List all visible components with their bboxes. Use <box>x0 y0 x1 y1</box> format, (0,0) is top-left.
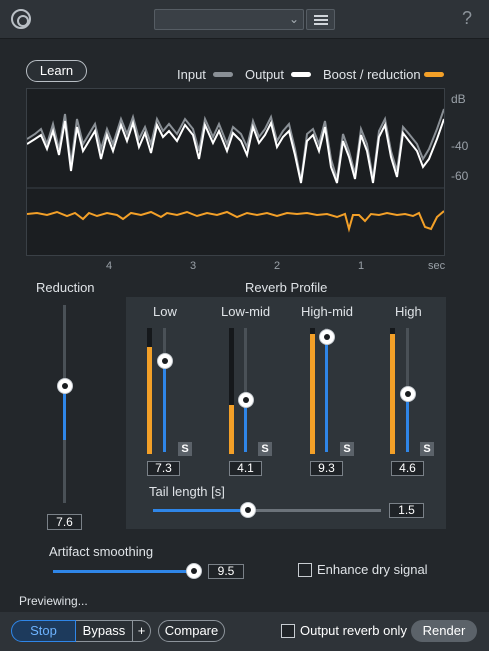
meter-low-mid-fill <box>229 405 234 454</box>
legend-boost-label: Boost / reduction <box>323 67 421 82</box>
reduction-slider-handle[interactable] <box>57 378 73 394</box>
band-slider-fill-high <box>406 394 409 452</box>
legend-output-label: Output <box>245 67 285 82</box>
tail-length-slider-fill <box>153 509 248 512</box>
render-button[interactable]: Render <box>411 620 477 642</box>
artifact-smoothing-slider-handle[interactable] <box>186 563 202 579</box>
meter-high-mid <box>310 328 315 454</box>
add-bypass-button[interactable]: + <box>133 620 151 642</box>
artifact-smoothing-label: Artifact smoothing <box>49 544 154 559</box>
tail-length-value-field[interactable]: 1.5 <box>389 503 424 518</box>
db-tick-label: -40 <box>451 139 469 153</box>
db-unit-label: dB <box>451 92 466 106</box>
output-waveform <box>26 118 445 184</box>
time-tick-label: 4 <box>106 260 113 272</box>
band-slider-track-low-mid[interactable] <box>244 328 247 452</box>
time-unit-label: sec <box>428 260 446 272</box>
band-value-low[interactable]: 7.3 <box>147 461 180 476</box>
meter-high-fill <box>390 334 395 454</box>
meter-low-mid <box>229 328 234 454</box>
learn-button[interactable]: Learn <box>26 60 87 82</box>
legend-boost-swatch <box>424 72 444 77</box>
reduction-slider-fill <box>63 385 66 440</box>
meter-low <box>147 328 152 454</box>
solo-button-low-mid[interactable]: S <box>258 442 272 456</box>
solo-button-low[interactable]: S <box>178 442 192 456</box>
band-label-high: High <box>395 304 422 319</box>
meter-high-mid-fill <box>310 334 315 454</box>
legend-input-label: Input <box>177 67 206 82</box>
boost-reduction-curve <box>26 210 445 233</box>
tail-length-slider-handle[interactable] <box>240 502 256 518</box>
hamburger-line <box>314 23 328 25</box>
reduction-value-field[interactable]: 7.6 <box>47 514 82 530</box>
time-tick-label: 2 <box>274 260 281 272</box>
time-tick-label: 1 <box>358 260 365 272</box>
meter-high <box>390 328 395 454</box>
menu-button[interactable] <box>306 9 335 30</box>
band-slider-handle-low[interactable] <box>157 353 173 369</box>
tail-length-label: Tail length [s] <box>149 484 225 499</box>
output-reverb-only-label[interactable]: Output reverb only <box>300 623 407 638</box>
artifact-smoothing-value-field[interactable]: 9.5 <box>208 564 244 579</box>
waveform-graph <box>26 108 445 233</box>
waveform-display <box>26 88 445 256</box>
artifact-smoothing-slider-track[interactable] <box>53 570 195 573</box>
solo-button-high[interactable]: S <box>420 442 434 456</box>
tail-length-slider-track[interactable] <box>153 509 381 512</box>
meter-low-fill <box>147 347 152 454</box>
preset-dropdown[interactable]: ⌄ <box>154 9 304 30</box>
band-slider-fill-high-mid <box>325 337 328 452</box>
band-label-high-mid: High-mid <box>301 304 354 319</box>
band-value-high[interactable]: 4.6 <box>391 461 424 476</box>
enhance-dry-signal-label[interactable]: Enhance dry signal <box>317 562 428 577</box>
band-slider-fill-low-mid <box>244 400 247 452</box>
band-label-low: Low <box>153 304 177 319</box>
solo-button-high-mid[interactable]: S <box>340 442 354 456</box>
legend-input-swatch <box>213 72 233 77</box>
db-tick-label: -60 <box>451 169 469 183</box>
enhance-dry-signal-checkbox[interactable] <box>298 563 312 577</box>
band-value-high-mid[interactable]: 9.3 <box>310 461 343 476</box>
band-slider-handle-high[interactable] <box>400 386 416 402</box>
status-text: Previewing... <box>19 594 88 608</box>
legend-output-swatch <box>291 72 311 77</box>
input-waveform <box>26 108 445 182</box>
band-label-low-mid: Low-mid <box>221 304 271 319</box>
chevron-down-icon: ⌄ <box>288 12 299 26</box>
band-slider-fill-low <box>163 361 166 452</box>
band-value-low-mid[interactable]: 4.1 <box>229 461 262 476</box>
bypass-button[interactable]: Bypass <box>76 620 133 642</box>
compare-button[interactable]: Compare <box>158 620 225 642</box>
logo-icon[interactable] <box>11 9 31 29</box>
hamburger-menu-icon <box>314 15 328 17</box>
reduction-label: Reduction <box>36 280 95 295</box>
band-slider-handle-high-mid[interactable] <box>319 329 335 345</box>
help-icon[interactable]: ? <box>462 8 473 28</box>
hamburger-line <box>314 19 328 21</box>
output-reverb-only-checkbox[interactable] <box>281 624 295 638</box>
stop-button[interactable]: Stop <box>11 620 76 642</box>
reverb-profile-title: Reverb Profile <box>245 280 328 295</box>
time-tick-label: 3 <box>190 260 197 272</box>
band-slider-handle-low-mid[interactable] <box>238 392 254 408</box>
